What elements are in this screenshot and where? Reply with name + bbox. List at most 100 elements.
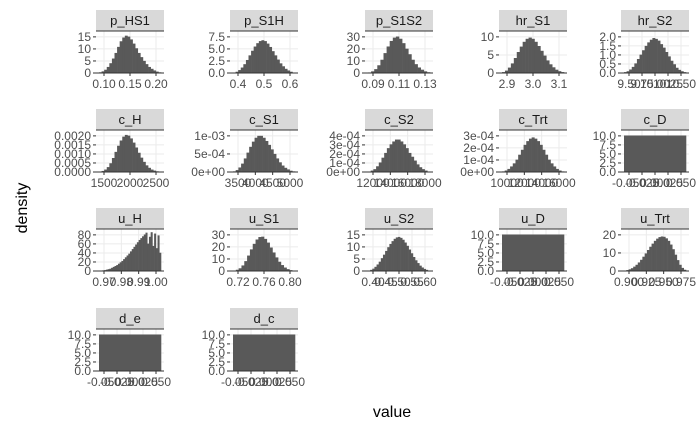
facet-strip-label: u_Trt [640, 211, 670, 226]
x-tick-label: 16000 [391, 176, 425, 190]
histogram-bar [419, 167, 423, 172]
histogram-bar [417, 263, 420, 271]
x-tick-label: 0.5 [256, 77, 273, 91]
x-tick-label: 3.0 [525, 77, 542, 91]
facet-strip [621, 10, 689, 31]
histogram-bar [248, 55, 252, 73]
histogram-bar [240, 67, 244, 73]
histogram-bar [116, 265, 119, 271]
histogram-bar [105, 269, 108, 271]
facet-strip [365, 208, 433, 229]
histogram-bar [518, 154, 522, 172]
histogram-bar [410, 253, 414, 271]
x-tick-label: 0.10 [92, 77, 116, 91]
histogram-bar [402, 239, 405, 271]
y-tick-label: 7.5 [74, 337, 91, 351]
histogram-bar [238, 167, 242, 172]
histogram-bar [104, 69, 108, 73]
facet-strip-label: p_HS1 [110, 13, 150, 28]
histogram-bar [109, 163, 113, 172]
histogram-bar [150, 169, 154, 172]
histogram-bar [525, 38, 529, 73]
histogram-bar [510, 63, 515, 73]
histogram-bar [152, 245, 155, 271]
x-tick-label: 0.98 [110, 275, 134, 289]
x-tick-label: 0.15 [118, 77, 142, 91]
histogram-bar [133, 246, 136, 271]
y-tick-label: 0 [218, 264, 225, 278]
histogram-bar [281, 165, 285, 172]
facet-strip [96, 308, 164, 329]
histogram-bar [119, 41, 123, 73]
y-tick-label: 7.5 [208, 30, 225, 44]
histogram-bar [268, 144, 272, 172]
x-tick-label: 9.50 [617, 77, 641, 91]
histogram-bar [275, 257, 279, 271]
histogram-bar [117, 263, 120, 271]
histogram-bar [117, 145, 120, 172]
histogram-bar [243, 158, 247, 172]
facet-strip [499, 10, 567, 31]
histogram-bar [145, 165, 149, 172]
histogram-bar [251, 141, 255, 172]
x-tick-label: 0.80 [278, 275, 302, 289]
x-tick-label: 0.025 [128, 375, 158, 389]
histogram-bar [377, 65, 381, 73]
x-tick-label: 0.09 [361, 77, 385, 91]
x-tick-label: 0.000 [640, 176, 670, 190]
histogram-bar [555, 168, 559, 172]
histogram-bar [405, 48, 409, 73]
histogram-bar [624, 135, 687, 172]
histogram-bar [287, 70, 291, 73]
y-tick-label: 2.5 [599, 156, 616, 170]
y-tick-label: 0 [84, 264, 91, 278]
histogram-bar [649, 39, 653, 73]
x-tick-label: 12000 [356, 176, 390, 190]
histogram-bar [138, 239, 141, 271]
histogram-bar [252, 243, 256, 271]
histogram-bar [531, 38, 535, 73]
y-tick-label: 15 [78, 30, 92, 44]
y-tick-label: 0.0 [599, 66, 616, 80]
y-tick-label: 0 [353, 66, 360, 80]
facet-strip-label: p_S1S2 [376, 13, 422, 28]
y-tick-label: 5 [84, 54, 91, 68]
histogram-bar [109, 63, 113, 73]
histogram-bar [420, 69, 425, 73]
histogram-bar [411, 156, 415, 172]
histogram-bar [261, 40, 265, 73]
histogram-bar [257, 135, 261, 172]
histogram-bar [111, 267, 114, 271]
x-tick-label: 0.025 [531, 275, 561, 289]
x-tick-label: 0.000 [115, 375, 145, 389]
histogram-bar [415, 260, 418, 271]
facet-panel-u_D: u_D 0.02.55.07.510.0 -0.050-0.0250.0000.02… [471, 208, 574, 289]
facet-panel-hr_S1: hr_S1 0 5 10 2.9 3.0 3.1 [481, 10, 568, 91]
histogram-bar [672, 249, 675, 271]
histogram-bar [376, 264, 379, 271]
histogram-bar [399, 38, 403, 73]
histogram-bar [665, 238, 668, 271]
x-tick-label: 0.000 [249, 375, 279, 389]
y-tick-label: 30 [347, 30, 361, 44]
histogram-bar [278, 261, 282, 271]
histogram-bar [145, 64, 149, 73]
histogram-bar [153, 70, 157, 73]
x-tick-label: 3.1 [551, 77, 568, 91]
histogram-bar [392, 141, 396, 172]
facet-strip [365, 10, 433, 31]
y-tick-label: 20 [603, 228, 617, 242]
histogram-bar [397, 139, 401, 172]
facet-strip-label: c_H [118, 112, 141, 127]
y-tick-label: 10.0 [593, 129, 617, 143]
histogram-bar [545, 154, 549, 172]
y-tick-label: 5.0 [599, 147, 616, 161]
y-tick-label: 1e-03 [194, 129, 225, 143]
x-axis-title: value [373, 404, 411, 421]
histogram-bar [122, 136, 126, 172]
histogram-bar [424, 170, 428, 172]
histogram-bar [114, 151, 118, 172]
y-tick-label: 0 [84, 66, 91, 80]
